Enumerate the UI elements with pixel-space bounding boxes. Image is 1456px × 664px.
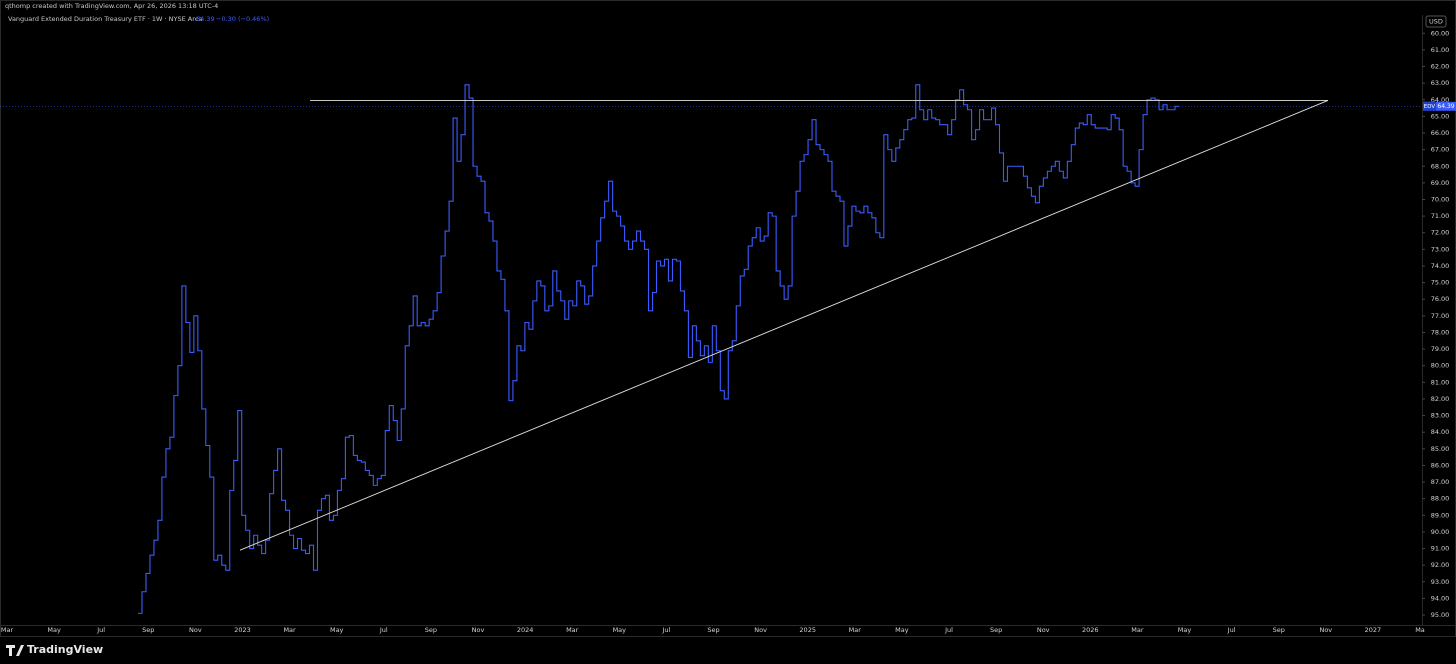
x-tick-label: Nov bbox=[189, 626, 202, 634]
y-tick-label: 89.00 bbox=[1431, 511, 1450, 519]
y-tick-label: 82.00 bbox=[1431, 395, 1450, 403]
currency-button[interactable] bbox=[1425, 15, 1447, 28]
y-tick-label: 71.00 bbox=[1431, 212, 1450, 220]
brand: TradingView bbox=[27, 643, 103, 656]
x-tick-label: Mar bbox=[1, 626, 14, 634]
x-tick-label: May bbox=[895, 626, 909, 634]
x-tick-label: 2024 bbox=[517, 626, 534, 634]
price-line bbox=[138, 84, 1179, 614]
y-tick-label: 66.00 bbox=[1431, 129, 1450, 137]
y-tick-label: 77.00 bbox=[1431, 312, 1450, 320]
x-tick-label: 2025 bbox=[799, 626, 816, 634]
x-tick-label: Jul bbox=[661, 626, 670, 634]
y-tick-label: 75.00 bbox=[1431, 279, 1450, 287]
x-tick-label: May bbox=[1178, 626, 1192, 634]
y-tick-label: 88.00 bbox=[1431, 495, 1450, 503]
x-tick-label: Nov bbox=[472, 626, 485, 634]
x-tick-label: Nov bbox=[1319, 626, 1332, 634]
y-tick-label: 90.00 bbox=[1431, 528, 1450, 536]
x-tick-label: Mar bbox=[283, 626, 296, 634]
y-tick-label: 62.00 bbox=[1431, 63, 1450, 71]
y-tick-label: 65.00 bbox=[1431, 112, 1450, 120]
x-tick-label: Mar bbox=[1131, 626, 1144, 634]
x-tick-label: Jul bbox=[379, 626, 388, 634]
x-tick-label: Sep bbox=[1273, 626, 1285, 634]
y-tick-label: 79.00 bbox=[1431, 345, 1450, 353]
y-tick-label: 87.00 bbox=[1431, 478, 1450, 486]
y-tick-label: 95.00 bbox=[1431, 611, 1450, 619]
y-tick-label: 92.00 bbox=[1431, 561, 1450, 569]
y-tick-label: 63.00 bbox=[1431, 79, 1450, 87]
x-tick-label: Sep bbox=[990, 626, 1002, 634]
y-tick-label: 69.00 bbox=[1431, 179, 1450, 187]
y-tick-label: 91.00 bbox=[1431, 545, 1450, 553]
x-tick-label: Sep bbox=[425, 626, 437, 634]
footer bbox=[0, 637, 1456, 664]
y-tick-label: 72.00 bbox=[1431, 229, 1450, 237]
y-tick-label: 76.00 bbox=[1431, 295, 1450, 303]
x-tick-label: Jul bbox=[1227, 626, 1236, 634]
x-tick-label: May bbox=[47, 626, 61, 634]
y-tick-label: 94.00 bbox=[1431, 594, 1450, 602]
x-tick-label: May bbox=[613, 626, 627, 634]
symbol-box bbox=[1423, 101, 1436, 111]
symbol-label: EDV bbox=[1424, 104, 1436, 110]
x-tick-label: 2023 bbox=[234, 626, 251, 634]
trendline bbox=[239, 100, 1329, 551]
x-tick-label: Sep bbox=[142, 626, 154, 634]
x-tick-label: Mar bbox=[849, 626, 862, 634]
x-tick-label: Nov bbox=[754, 626, 767, 634]
y-tick-label: 61.00 bbox=[1431, 46, 1450, 54]
y-tick-label: 83.00 bbox=[1431, 412, 1450, 420]
header-change: −0.30 (−0.46%) bbox=[216, 15, 269, 23]
y-tick-label: 68.00 bbox=[1431, 162, 1450, 170]
y-tick-label: 85.00 bbox=[1431, 445, 1450, 453]
y-tick-label: 81.00 bbox=[1431, 378, 1450, 386]
y-tick-label: 64.00 bbox=[1431, 96, 1450, 104]
y-tick-label: 80.00 bbox=[1431, 362, 1450, 370]
y-tick-label: 84.00 bbox=[1431, 428, 1450, 436]
y-tick-label: 93.00 bbox=[1431, 578, 1450, 586]
x-tick-label: Nov bbox=[1037, 626, 1050, 634]
x-tick-label: 2026 bbox=[1082, 626, 1099, 634]
instrument: Vanguard Extended Duration Treasury ETF … bbox=[8, 15, 202, 23]
x-tick-label: May bbox=[330, 626, 344, 634]
credit: qthomp created with TradingView.com, Apr… bbox=[5, 2, 218, 10]
logo bbox=[6, 645, 24, 656]
y-tick-label: 60.00 bbox=[1431, 29, 1450, 37]
y-tick-label: 73.00 bbox=[1431, 245, 1450, 253]
y-tick-label: 70.00 bbox=[1431, 195, 1450, 203]
x-tick-label: Mar bbox=[566, 626, 579, 634]
x-tick-label: Sep bbox=[707, 626, 719, 634]
x-tick-label: Jul bbox=[96, 626, 105, 634]
x-tick-label: Ma bbox=[1415, 626, 1425, 634]
y-tick-label: 78.00 bbox=[1431, 328, 1450, 336]
last-price-box bbox=[1423, 101, 1456, 111]
last-price-label: 64.39 bbox=[1437, 103, 1454, 110]
header-price: 64.39 bbox=[196, 15, 215, 23]
x-tick-label: 2027 bbox=[1365, 626, 1382, 634]
y-tick-label: 74.00 bbox=[1431, 262, 1450, 270]
x-tick-label: Jul bbox=[944, 626, 953, 634]
y-tick-label: 86.00 bbox=[1431, 461, 1450, 469]
currency[interactable]: USD bbox=[1429, 18, 1443, 26]
y-tick-label: 67.00 bbox=[1431, 146, 1450, 154]
